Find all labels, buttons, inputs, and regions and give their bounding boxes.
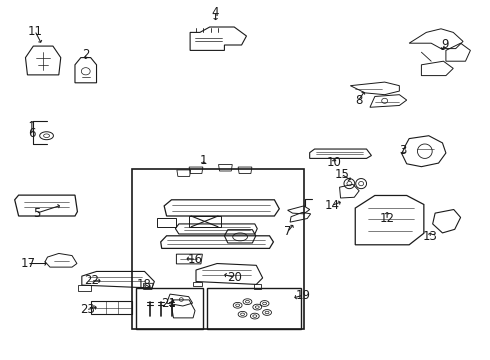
Text: 3: 3 (399, 144, 407, 157)
Text: 5: 5 (33, 207, 41, 220)
Text: 4: 4 (212, 6, 220, 19)
Text: 2: 2 (82, 48, 90, 61)
Text: 15: 15 (335, 168, 349, 181)
Text: 22: 22 (85, 274, 99, 287)
Text: 13: 13 (423, 230, 438, 243)
Text: 21: 21 (162, 297, 176, 310)
Text: 10: 10 (327, 156, 342, 169)
Text: 8: 8 (355, 94, 363, 107)
Text: 20: 20 (227, 271, 242, 284)
Text: 16: 16 (188, 253, 202, 266)
Text: 17: 17 (21, 257, 36, 270)
Bar (132, 169, 304, 329)
Bar (207, 288, 301, 329)
Text: 6: 6 (28, 127, 36, 140)
Text: 19: 19 (295, 289, 310, 302)
Text: 1: 1 (199, 154, 207, 167)
Text: 7: 7 (284, 225, 292, 238)
Text: 18: 18 (137, 278, 152, 291)
Text: 12: 12 (380, 212, 394, 225)
Text: 9: 9 (441, 39, 449, 51)
Bar (136, 288, 203, 329)
Text: 14: 14 (325, 199, 340, 212)
Text: 11: 11 (28, 25, 43, 38)
Text: 23: 23 (80, 303, 95, 316)
